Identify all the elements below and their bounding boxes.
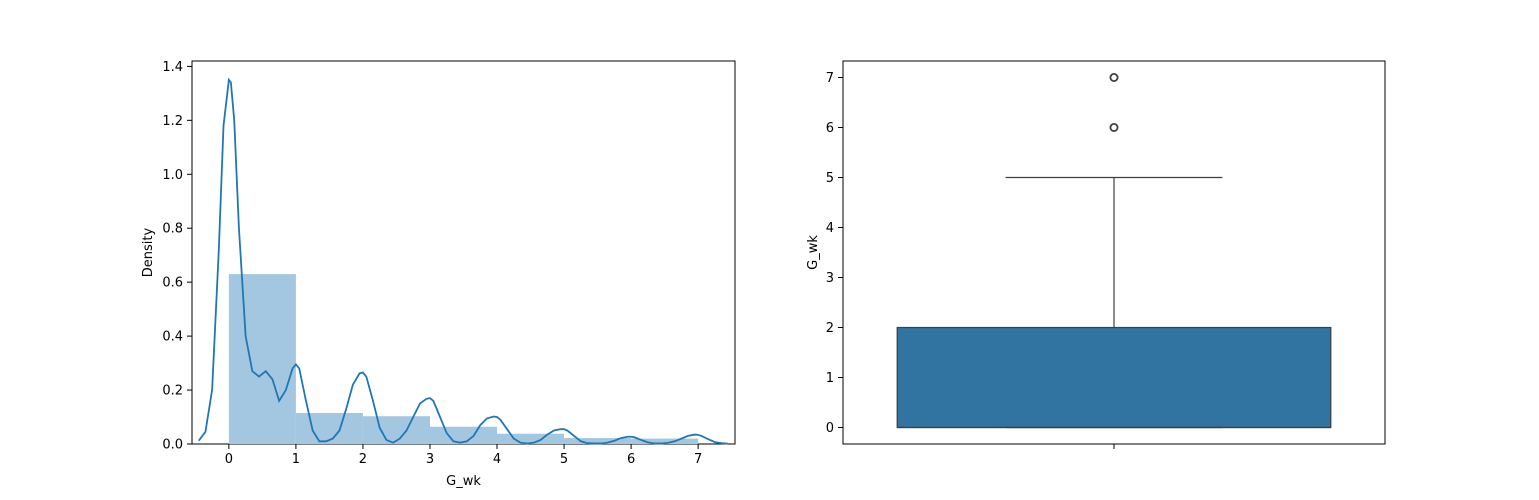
histogram-bar — [497, 433, 565, 444]
box-outlier — [1109, 123, 1119, 133]
x-tick-label: 1 — [292, 452, 300, 467]
histogram-plot: 0 1 2 3 4 5 6 7 0.0 0.2 0.4 0.6 0.8 1.0 1.2 1.4 G_wk D… — [141, 60, 736, 489]
histogram-bars — [228, 274, 699, 444]
y-tick-label: 1.2 — [162, 114, 183, 129]
box-plot: 0 1 2 3 4 5 6 7 G_wk — [806, 60, 1386, 449]
histogram-bar — [564, 438, 632, 444]
y-tick-label: 1 — [826, 371, 834, 386]
y-tick-label: 5 — [826, 171, 834, 186]
x-tick-label: 0 — [225, 452, 233, 467]
y-tick-label: 0 — [826, 421, 834, 436]
box-iqr — [896, 326, 1332, 429]
box-y-axis-label: G_wk — [806, 235, 821, 270]
box-marks — [896, 73, 1332, 429]
box-y-ticks: 0 1 2 3 4 5 6 7 — [826, 71, 843, 436]
histogram-bar — [362, 416, 430, 444]
y-tick-label: 0.2 — [162, 384, 183, 399]
y-tick-label: 0.0 — [162, 438, 183, 453]
y-tick-label: 1.4 — [162, 60, 183, 75]
histogram-x-axis-label: G_wk — [446, 474, 481, 489]
histogram-bar — [295, 412, 363, 444]
y-tick-label: 0.8 — [162, 222, 183, 237]
box-outlier — [1109, 73, 1119, 83]
y-tick-label: 3 — [826, 271, 834, 286]
x-tick-label: 4 — [493, 452, 501, 467]
x-tick-label: 3 — [426, 452, 434, 467]
y-tick-label: 1.0 — [162, 168, 183, 183]
histogram-y-axis-label: Density — [141, 227, 156, 277]
x-tick-label: 6 — [627, 452, 635, 467]
y-tick-label: 7 — [826, 71, 834, 86]
kde-curve — [197, 77, 729, 445]
x-tick-label: 2 — [359, 452, 367, 467]
histogram-x-ticks: 0 1 2 3 4 5 6 7 — [225, 444, 702, 467]
y-tick-label: 0.4 — [162, 330, 183, 345]
x-tick-label: 5 — [560, 452, 568, 467]
y-tick-label: 6 — [826, 121, 834, 136]
y-tick-label: 2 — [826, 321, 834, 336]
histogram-y-ticks: 0.0 0.2 0.4 0.6 0.8 1.0 1.2 1.4 — [162, 60, 192, 453]
y-tick-label: 4 — [826, 221, 834, 236]
histogram-bar — [228, 274, 296, 444]
y-tick-label: 0.6 — [162, 276, 183, 291]
x-tick-label: 7 — [694, 452, 702, 467]
histogram-bar — [631, 438, 699, 444]
